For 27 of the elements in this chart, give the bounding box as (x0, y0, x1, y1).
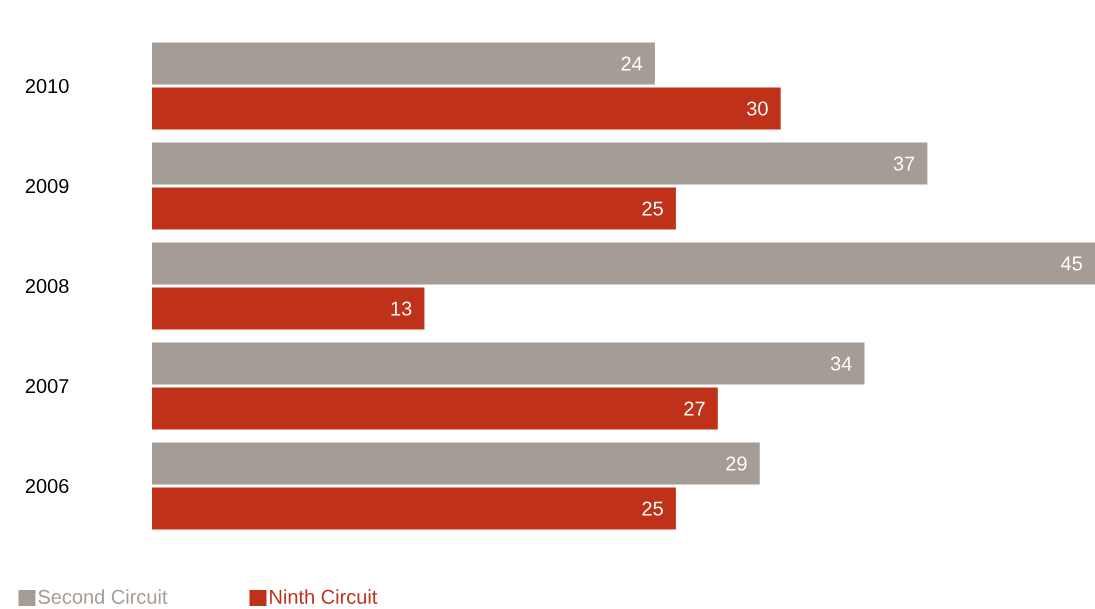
legend-label: Second Circuit (38, 589, 168, 604)
bar (152, 387, 718, 430)
y-tick-label: 2008 (25, 278, 69, 294)
data-label: 25 (642, 201, 663, 216)
bar (152, 442, 760, 485)
bar (152, 142, 928, 185)
bar (152, 87, 781, 130)
y-tick-label: 2007 (25, 378, 69, 394)
bar (152, 187, 676, 230)
data-label: 45 (1061, 256, 1082, 271)
data-label: 13 (391, 301, 412, 316)
y-tick-label: 2010 (25, 78, 69, 94)
data-label: 29 (726, 456, 747, 471)
data-label: 24 (621, 56, 643, 71)
bar (152, 287, 425, 330)
bar (152, 487, 676, 530)
y-tick-label: 2009 (25, 178, 69, 194)
legend-label: Ninth Circuit (270, 589, 378, 604)
data-label: 25 (642, 501, 663, 516)
bar (152, 342, 865, 385)
data-label: 27 (684, 401, 705, 416)
data-label: 37 (893, 156, 915, 171)
bar (152, 42, 655, 85)
y-tick-label: 2006 (25, 478, 69, 494)
bar (152, 242, 1095, 285)
data-label: 30 (746, 101, 768, 116)
data-label: 34 (830, 356, 852, 371)
